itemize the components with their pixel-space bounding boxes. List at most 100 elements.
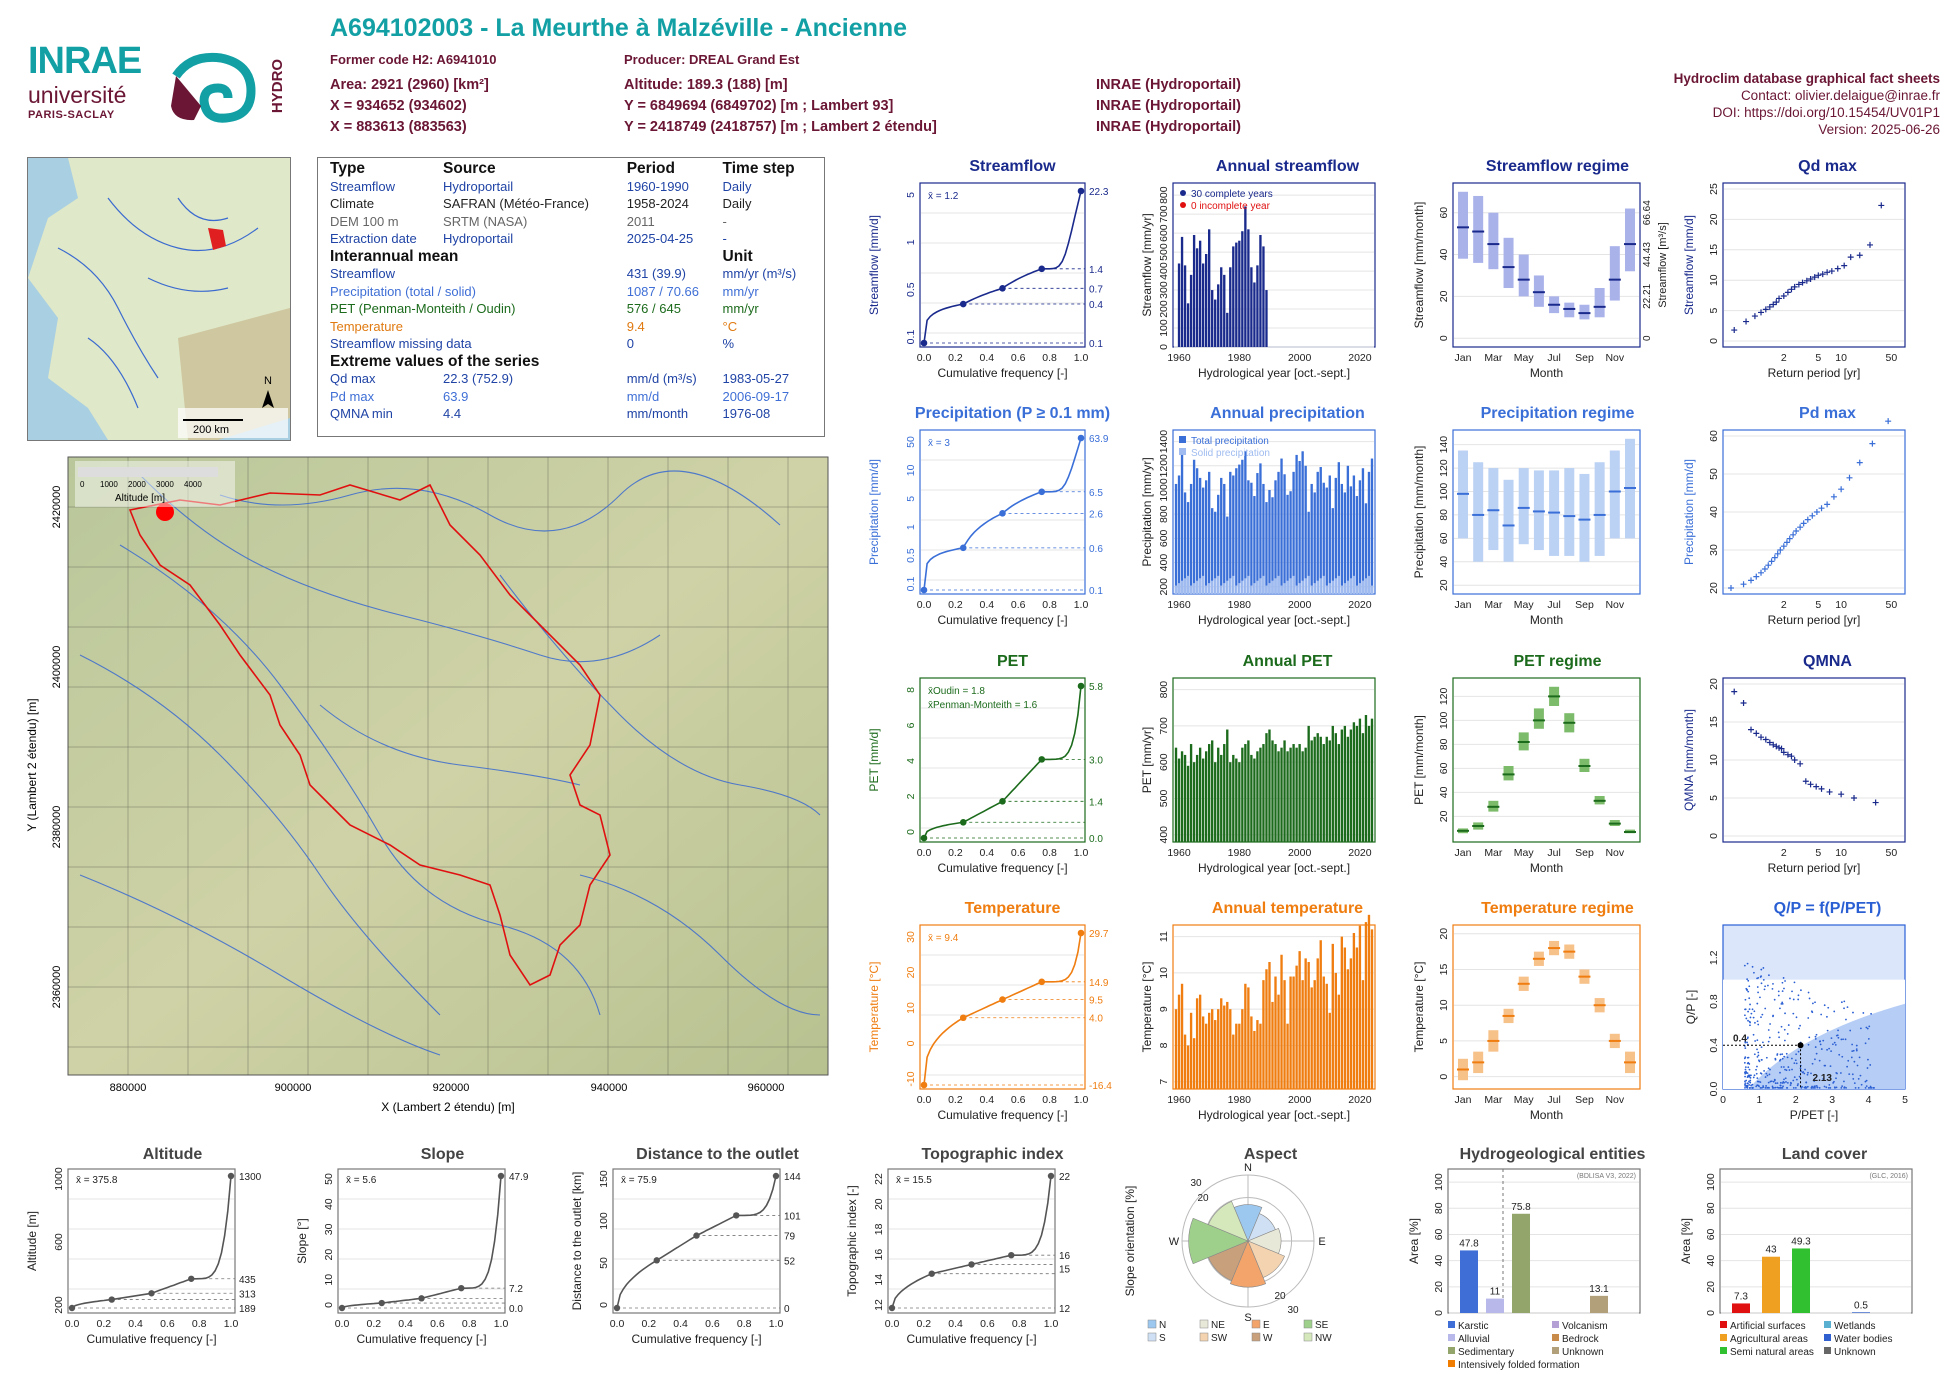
data-point <box>1792 1087 1795 1089</box>
data-point <box>1811 1085 1813 1088</box>
contact[interactable]: Contact: olivier.delaigue@inrae.fr <box>1740 88 1940 103</box>
bar <box>1286 1023 1289 1089</box>
right-label: 144 <box>784 1172 801 1183</box>
x-axis-label: X (Lambert 2 étendu) [m] <box>381 1100 514 1114</box>
data-point <box>1745 1017 1748 1020</box>
data-point <box>920 586 928 594</box>
data-point <box>1865 1085 1868 1088</box>
legend-swatch <box>1199 1332 1209 1342</box>
data-point <box>1842 1038 1844 1041</box>
y-tick: 140 <box>1438 436 1450 454</box>
bar <box>1298 744 1301 842</box>
bar <box>1235 242 1238 347</box>
data-point <box>1764 1007 1767 1010</box>
legend-label: Semi natural areas <box>1730 1347 1814 1358</box>
right-label: 5.8 <box>1089 682 1103 693</box>
data-point <box>1824 269 1831 276</box>
data-point <box>1756 1065 1758 1068</box>
box <box>1564 302 1575 318</box>
chart-title: Temperature regime <box>1481 900 1634 917</box>
bar-solid <box>1244 578 1247 594</box>
y-tick: 1000 <box>1158 478 1170 502</box>
bar <box>1313 492 1316 594</box>
table-row: Precipitation (total / solid) 1087 / 70.6… <box>330 283 759 299</box>
right-label: 0.1 <box>1089 339 1103 350</box>
right-label: 0.1 <box>1089 586 1103 597</box>
x-tick: 0.0 <box>917 599 932 611</box>
bar-solid <box>1301 580 1304 594</box>
y-tick: 0 <box>905 1040 917 1046</box>
data-point <box>1835 1086 1838 1089</box>
data-point <box>1803 277 1810 284</box>
data-point <box>1843 1080 1845 1083</box>
plot-frame <box>1452 429 1641 595</box>
source-note: (GLC, 2016) <box>1869 1173 1908 1180</box>
data-point <box>1772 1015 1774 1018</box>
box <box>1594 462 1605 556</box>
data-point <box>1768 1087 1770 1089</box>
bar-solid <box>1198 578 1202 594</box>
data-point <box>1845 1087 1847 1089</box>
data-point <box>1839 1072 1842 1074</box>
data-point <box>1838 791 1845 798</box>
bar <box>1238 464 1241 594</box>
bar <box>1198 747 1202 842</box>
bar <box>1217 747 1220 842</box>
direction-label: S <box>1244 1312 1251 1324</box>
mean-label: x̄ = 375.8 <box>76 1175 118 1186</box>
data-point <box>1826 1029 1829 1032</box>
data-point <box>1077 682 1085 690</box>
right-tick: 0 <box>1642 335 1653 341</box>
data-point <box>1834 1087 1836 1089</box>
bar <box>1195 754 1199 842</box>
data-point <box>1869 1085 1872 1088</box>
data-point <box>1777 994 1780 997</box>
data-point <box>1857 1086 1860 1089</box>
data-point <box>1760 968 1763 971</box>
data-point <box>1760 975 1763 978</box>
bar-solid <box>1271 580 1274 594</box>
y-axis-label: Precipitation [mm/d] <box>1682 459 1696 565</box>
data-point <box>1869 1087 1872 1089</box>
bar <box>1214 762 1217 842</box>
data-point <box>1743 964 1746 967</box>
data-point <box>1753 730 1760 737</box>
bar-label: 13.1 <box>1589 1284 1609 1295</box>
x-tick: 0.6 <box>1011 1094 1026 1106</box>
legend-swatch <box>1824 1347 1831 1354</box>
bar <box>1292 744 1295 842</box>
scale-label: 200 km <box>193 424 229 436</box>
data-point <box>108 1296 115 1303</box>
legend-swatch <box>1720 1347 1727 1354</box>
y-tick: 15 <box>1708 716 1720 728</box>
box <box>1533 708 1544 729</box>
data-point <box>1767 984 1769 987</box>
bar <box>1174 1009 1178 1089</box>
data-point <box>1755 1072 1758 1075</box>
x-tick: 0.0 <box>917 847 932 859</box>
x-tick: 0 <box>1720 1094 1726 1106</box>
doi-link[interactable]: DOI: https://doi.org/10.15454/UV01P1 <box>1712 105 1940 120</box>
y-tick: 25 <box>1708 183 1720 195</box>
data-point <box>1749 1024 1751 1027</box>
mean-label: x̄ = 1.2 <box>928 191 959 202</box>
data-point <box>1751 1083 1754 1086</box>
y-tick: 5 <box>905 496 917 502</box>
data-point <box>1745 1086 1748 1088</box>
chart-title: Annual temperature <box>1212 900 1363 917</box>
x-tick: Jul <box>1547 847 1560 859</box>
data-point <box>1856 252 1863 259</box>
y-axis-label: Streamflow [mm/d] <box>1682 215 1696 315</box>
right-label: 22.3 <box>1089 187 1109 198</box>
data-point <box>1828 1083 1831 1086</box>
data-point <box>1826 1048 1828 1051</box>
ring-label: 30 <box>1287 1305 1299 1316</box>
x-tick: 0.4 <box>979 1094 994 1106</box>
bar <box>1277 751 1280 842</box>
bar <box>1232 1034 1235 1089</box>
chart-title: Annual precipitation <box>1210 405 1365 422</box>
data-point <box>1038 756 1046 763</box>
bar-solid <box>1289 578 1292 594</box>
bar <box>1217 1009 1220 1089</box>
data-point <box>1771 987 1774 990</box>
